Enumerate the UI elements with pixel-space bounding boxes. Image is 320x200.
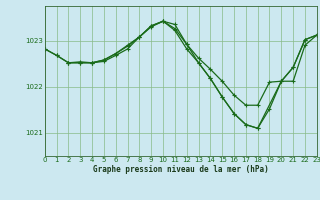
X-axis label: Graphe pression niveau de la mer (hPa): Graphe pression niveau de la mer (hPa) [93,165,269,174]
